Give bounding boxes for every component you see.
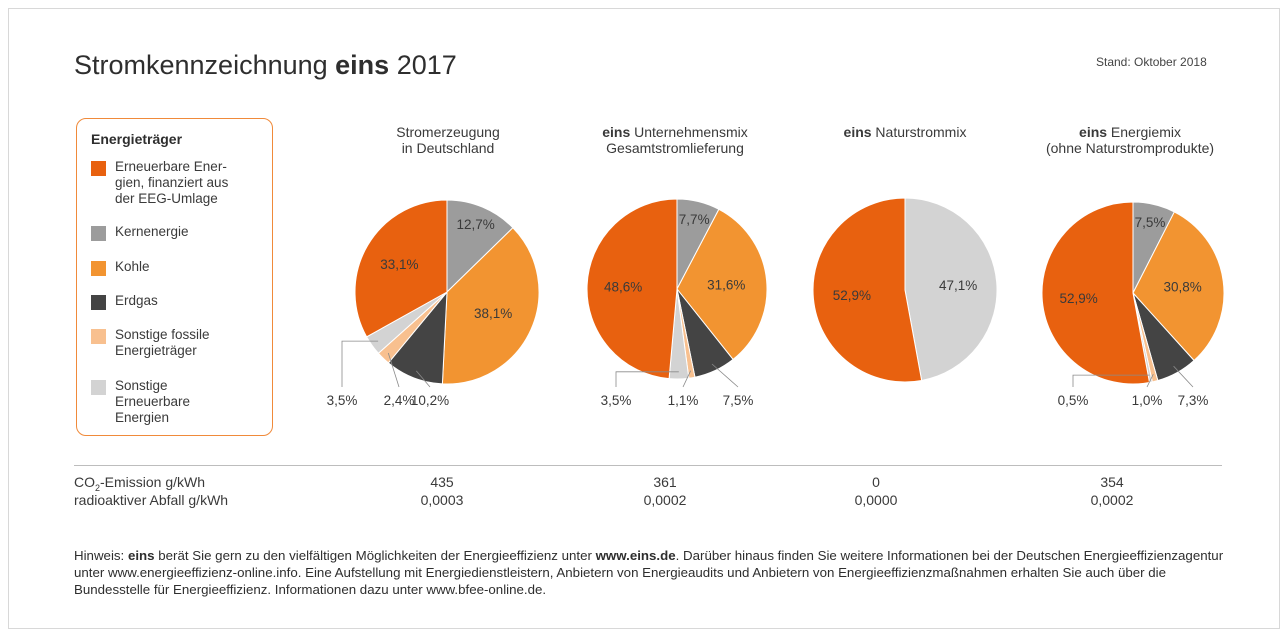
waste-value: 0,0002	[643, 492, 687, 508]
legend-line: Energien	[115, 410, 170, 425]
legend-line: der EEG-Umlage	[115, 191, 218, 206]
chart-title-3: eins Naturstrommix	[800, 124, 1010, 140]
chart-title-line: eins Unternehmensmix	[602, 124, 748, 140]
legend-label: Erneuerbare Ener-gien, finanziert aus der…	[115, 159, 265, 207]
legend-swatch	[91, 295, 106, 310]
legend-line: Energieträger	[115, 343, 197, 358]
pie-slice	[1041, 201, 1151, 385]
pie-slice	[812, 197, 923, 383]
page-frame	[8, 8, 1280, 629]
pie-data-label: 52,9%	[833, 288, 871, 303]
chart-title-line: eins Energiemix	[1079, 124, 1181, 140]
pie-data-label: 10,2%	[411, 393, 449, 408]
legend-item-sonstige-erneuerbare: Sonstige Erneuerbare Energien	[91, 378, 265, 426]
co2-value: 354	[1100, 474, 1124, 490]
legend-item-sonstige-fossile: Sonstige fossile Energieträger	[91, 327, 265, 359]
pie-data-label: 7,7%	[679, 212, 710, 227]
pie-data-label: 0,5%	[1058, 393, 1089, 408]
chart-title-line: eins Naturstrommix	[843, 124, 967, 140]
legend-line: Erneuerbare Ener-	[115, 159, 227, 174]
waste-label: radioaktiver Abfall g/kWh	[74, 492, 229, 508]
pie-data-label: 3,5%	[327, 393, 358, 408]
pie-data-label: 47,1%	[939, 278, 977, 293]
pie-slice	[441, 227, 540, 385]
co2-value: 435	[430, 474, 454, 490]
pie-data-label: 52,9%	[1059, 291, 1097, 306]
co2-label: CO2-Emission g/kWh	[74, 474, 206, 493]
legend-swatch	[91, 261, 106, 276]
pie-data-label: 1,1%	[668, 393, 699, 408]
pie-data-label: 31,6%	[707, 277, 745, 292]
legend-box: Energieträger Erneuerbare Ener-gien, fin…	[76, 118, 273, 436]
pie-leader-line	[711, 363, 739, 388]
pie-slice	[446, 199, 514, 294]
waste-value: 0,0002	[1090, 492, 1134, 508]
chart-title-line: Gesamtstromlieferung	[606, 140, 744, 156]
pie-leader-line	[1146, 374, 1154, 388]
pie-leader-line	[387, 352, 400, 388]
legend-label: Erdgas	[115, 293, 158, 308]
legend-swatch	[91, 380, 106, 395]
pie-data-label: 3,5%	[601, 393, 632, 408]
legend-item-erdgas: Erdgas	[91, 293, 265, 310]
legend-title: Energieträger	[91, 131, 183, 147]
waste-value: 0,0000	[854, 492, 898, 508]
divider	[74, 465, 1222, 466]
pie-leader-line	[1072, 374, 1150, 387]
legend-item-kohle: Kohle	[91, 259, 265, 276]
pie-slice	[904, 197, 998, 382]
legend-line: Sonstige	[115, 378, 168, 393]
pie-data-label: 33,1%	[380, 257, 418, 272]
legend-item-kernenergie: Kernenergie	[91, 224, 265, 241]
chart-title-2: eins Unternehmensmix Gesamtstromlieferun…	[570, 124, 780, 156]
chart-title-4: eins Energiemix (ohne Naturstromprodukte…	[1020, 124, 1240, 156]
pie-data-label: 38,1%	[474, 306, 512, 321]
legend-line: Sonstige fossile	[115, 327, 210, 342]
pie-leader-line	[415, 370, 431, 388]
pie-data-label: 7,5%	[723, 393, 754, 408]
legend-label: Sonstige Erneuerbare Energien	[115, 378, 265, 426]
pie-data-label: 48,6%	[604, 280, 642, 295]
pie-leader-line	[341, 340, 379, 387]
stand-date: Stand: Oktober 2018	[1096, 55, 1207, 69]
legend-label: Kernenergie	[115, 224, 189, 239]
pie-leader-line	[682, 370, 692, 388]
pie-data-label: 7,5%	[1135, 215, 1166, 230]
legend-label: Kohle	[115, 259, 150, 274]
legend-line: gien, finanziert aus	[115, 175, 229, 190]
legend-item-eeg: Erneuerbare Ener-gien, finanziert aus der…	[91, 159, 265, 207]
pie-data-label: 1,0%	[1132, 393, 1163, 408]
legend-line: Erneuerbare	[115, 394, 191, 409]
pie-slice	[354, 199, 448, 338]
pie-data-label: 7,3%	[1178, 393, 1209, 408]
page-title: Stromkennzeichnung eins 2017	[74, 50, 457, 80]
co2-value: 0	[872, 474, 880, 490]
pie-slice	[1132, 211, 1225, 362]
chart-title-line: Stromerzeugung	[396, 124, 500, 140]
legend-label: Sonstige fossile Energieträger	[115, 327, 265, 359]
pie-data-label: 12,7%	[456, 217, 494, 232]
pie-leader-line	[615, 371, 679, 387]
waste-value: 0,0003	[420, 492, 464, 508]
pie-leader-line	[1173, 365, 1194, 388]
chart-title-line: (ohne Naturstromprodukte)	[1045, 140, 1215, 156]
pie-slice	[676, 208, 768, 361]
legend-swatch	[91, 226, 106, 241]
note-text: Hinweis: eins berät Sie gern zu den viel…	[74, 548, 1224, 597]
pie-data-label: 2,4%	[384, 393, 415, 408]
legend-swatch	[91, 161, 106, 176]
pie-data-label: 30,8%	[1163, 279, 1201, 294]
chart-title-1: Stromerzeugung in Deutschland	[348, 124, 548, 156]
legend-swatch	[91, 329, 106, 344]
chart-title-line: in Deutschland	[401, 140, 495, 156]
pie-slice	[586, 198, 678, 380]
co2-value: 361	[653, 474, 677, 490]
